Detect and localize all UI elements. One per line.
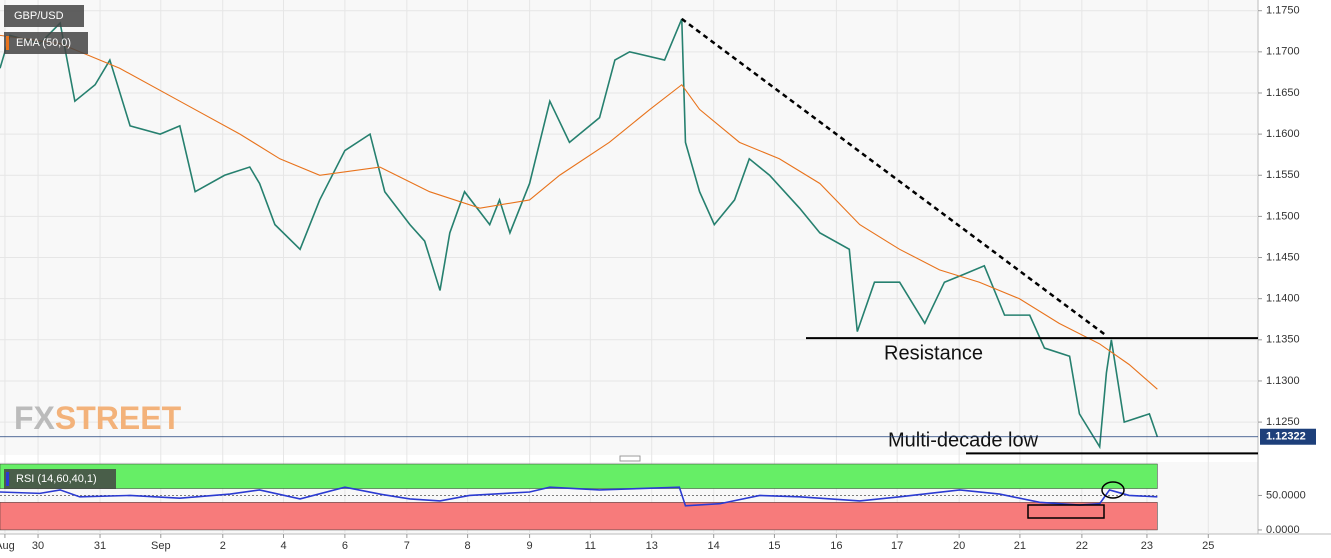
x-tick-label: 16 — [830, 540, 842, 552]
y-tick-label: 1.1500 — [1266, 210, 1300, 222]
last-price-label: 1.12322 — [1266, 431, 1306, 443]
x-tick-label: 14 — [708, 540, 720, 552]
watermark-street: STREET — [55, 400, 182, 436]
x-tick-label: Sep — [151, 540, 171, 552]
highlight-box — [1027, 504, 1105, 519]
x-tick-label: 25 — [1202, 540, 1214, 552]
overbought-zone — [0, 463, 1158, 489]
y-tick-label: 1.1250 — [1266, 416, 1300, 428]
y-tick-label: 0.0000 — [1266, 524, 1300, 536]
legend-box — [4, 469, 116, 489]
legend-swatch — [6, 472, 9, 486]
level-label: Multi-decade low — [888, 429, 1039, 451]
legend-title: RSI (14,60,40,1) — [16, 473, 97, 485]
watermark: FXSTREET — [14, 400, 182, 436]
x-tick-label: Aug — [0, 540, 15, 552]
legend-box — [4, 5, 84, 27]
x-tick-label: 22 — [1076, 540, 1088, 552]
y-tick-label: 1.1600 — [1266, 128, 1300, 140]
x-tick-label: 8 — [465, 540, 471, 552]
series-line — [0, 486, 1158, 507]
y-tick-label: 1.1400 — [1266, 293, 1300, 305]
x-tick-label: 7 — [404, 540, 410, 552]
x-tick-label: 30 — [32, 540, 44, 552]
legend-swatch — [6, 36, 9, 50]
y-tick-label: 1.1550 — [1266, 169, 1300, 181]
y-tick-label: 1.1700 — [1266, 46, 1300, 58]
x-tick-label: 31 — [94, 540, 106, 552]
legend-title: GBP/USD — [14, 10, 64, 22]
y-tick-label: 50.0000 — [1266, 489, 1306, 501]
y-tick-label: 1.1300 — [1266, 375, 1300, 387]
x-tick-label: 15 — [768, 540, 780, 552]
y-tick-label: 1.1750 — [1266, 5, 1300, 17]
x-tick-label: 20 — [953, 540, 965, 552]
plot-bg — [0, 0, 1258, 455]
x-tick-label: 2 — [220, 540, 226, 552]
x-tick-label: 21 — [1014, 540, 1026, 552]
series-line — [0, 18, 1159, 450]
x-tick-label: 4 — [280, 540, 286, 552]
splitter — [619, 455, 641, 462]
level-label: Resistance — [884, 342, 983, 364]
y-tick-label: 1.1450 — [1266, 251, 1300, 263]
x-tick-label: 23 — [1141, 540, 1153, 552]
x-tick-label: 6 — [342, 540, 348, 552]
trendline — [681, 17, 1108, 337]
x-tick-label: 17 — [891, 540, 903, 552]
highlight-circle — [1101, 481, 1125, 499]
y-tick-label: 1.1350 — [1266, 334, 1300, 346]
last-price-tag — [1260, 428, 1316, 445]
x-tick-label: 11 — [585, 540, 596, 552]
x-tick-label: 9 — [527, 540, 533, 552]
x-tick-label: 13 — [646, 540, 658, 552]
oversold-zone — [0, 502, 1158, 531]
legend-entry: EMA (50,0) — [16, 37, 71, 49]
y-tick-label: 1.1650 — [1266, 87, 1300, 99]
legend-box — [4, 32, 88, 54]
series-line — [0, 34, 1158, 390]
watermark-fx: FX — [14, 400, 56, 436]
